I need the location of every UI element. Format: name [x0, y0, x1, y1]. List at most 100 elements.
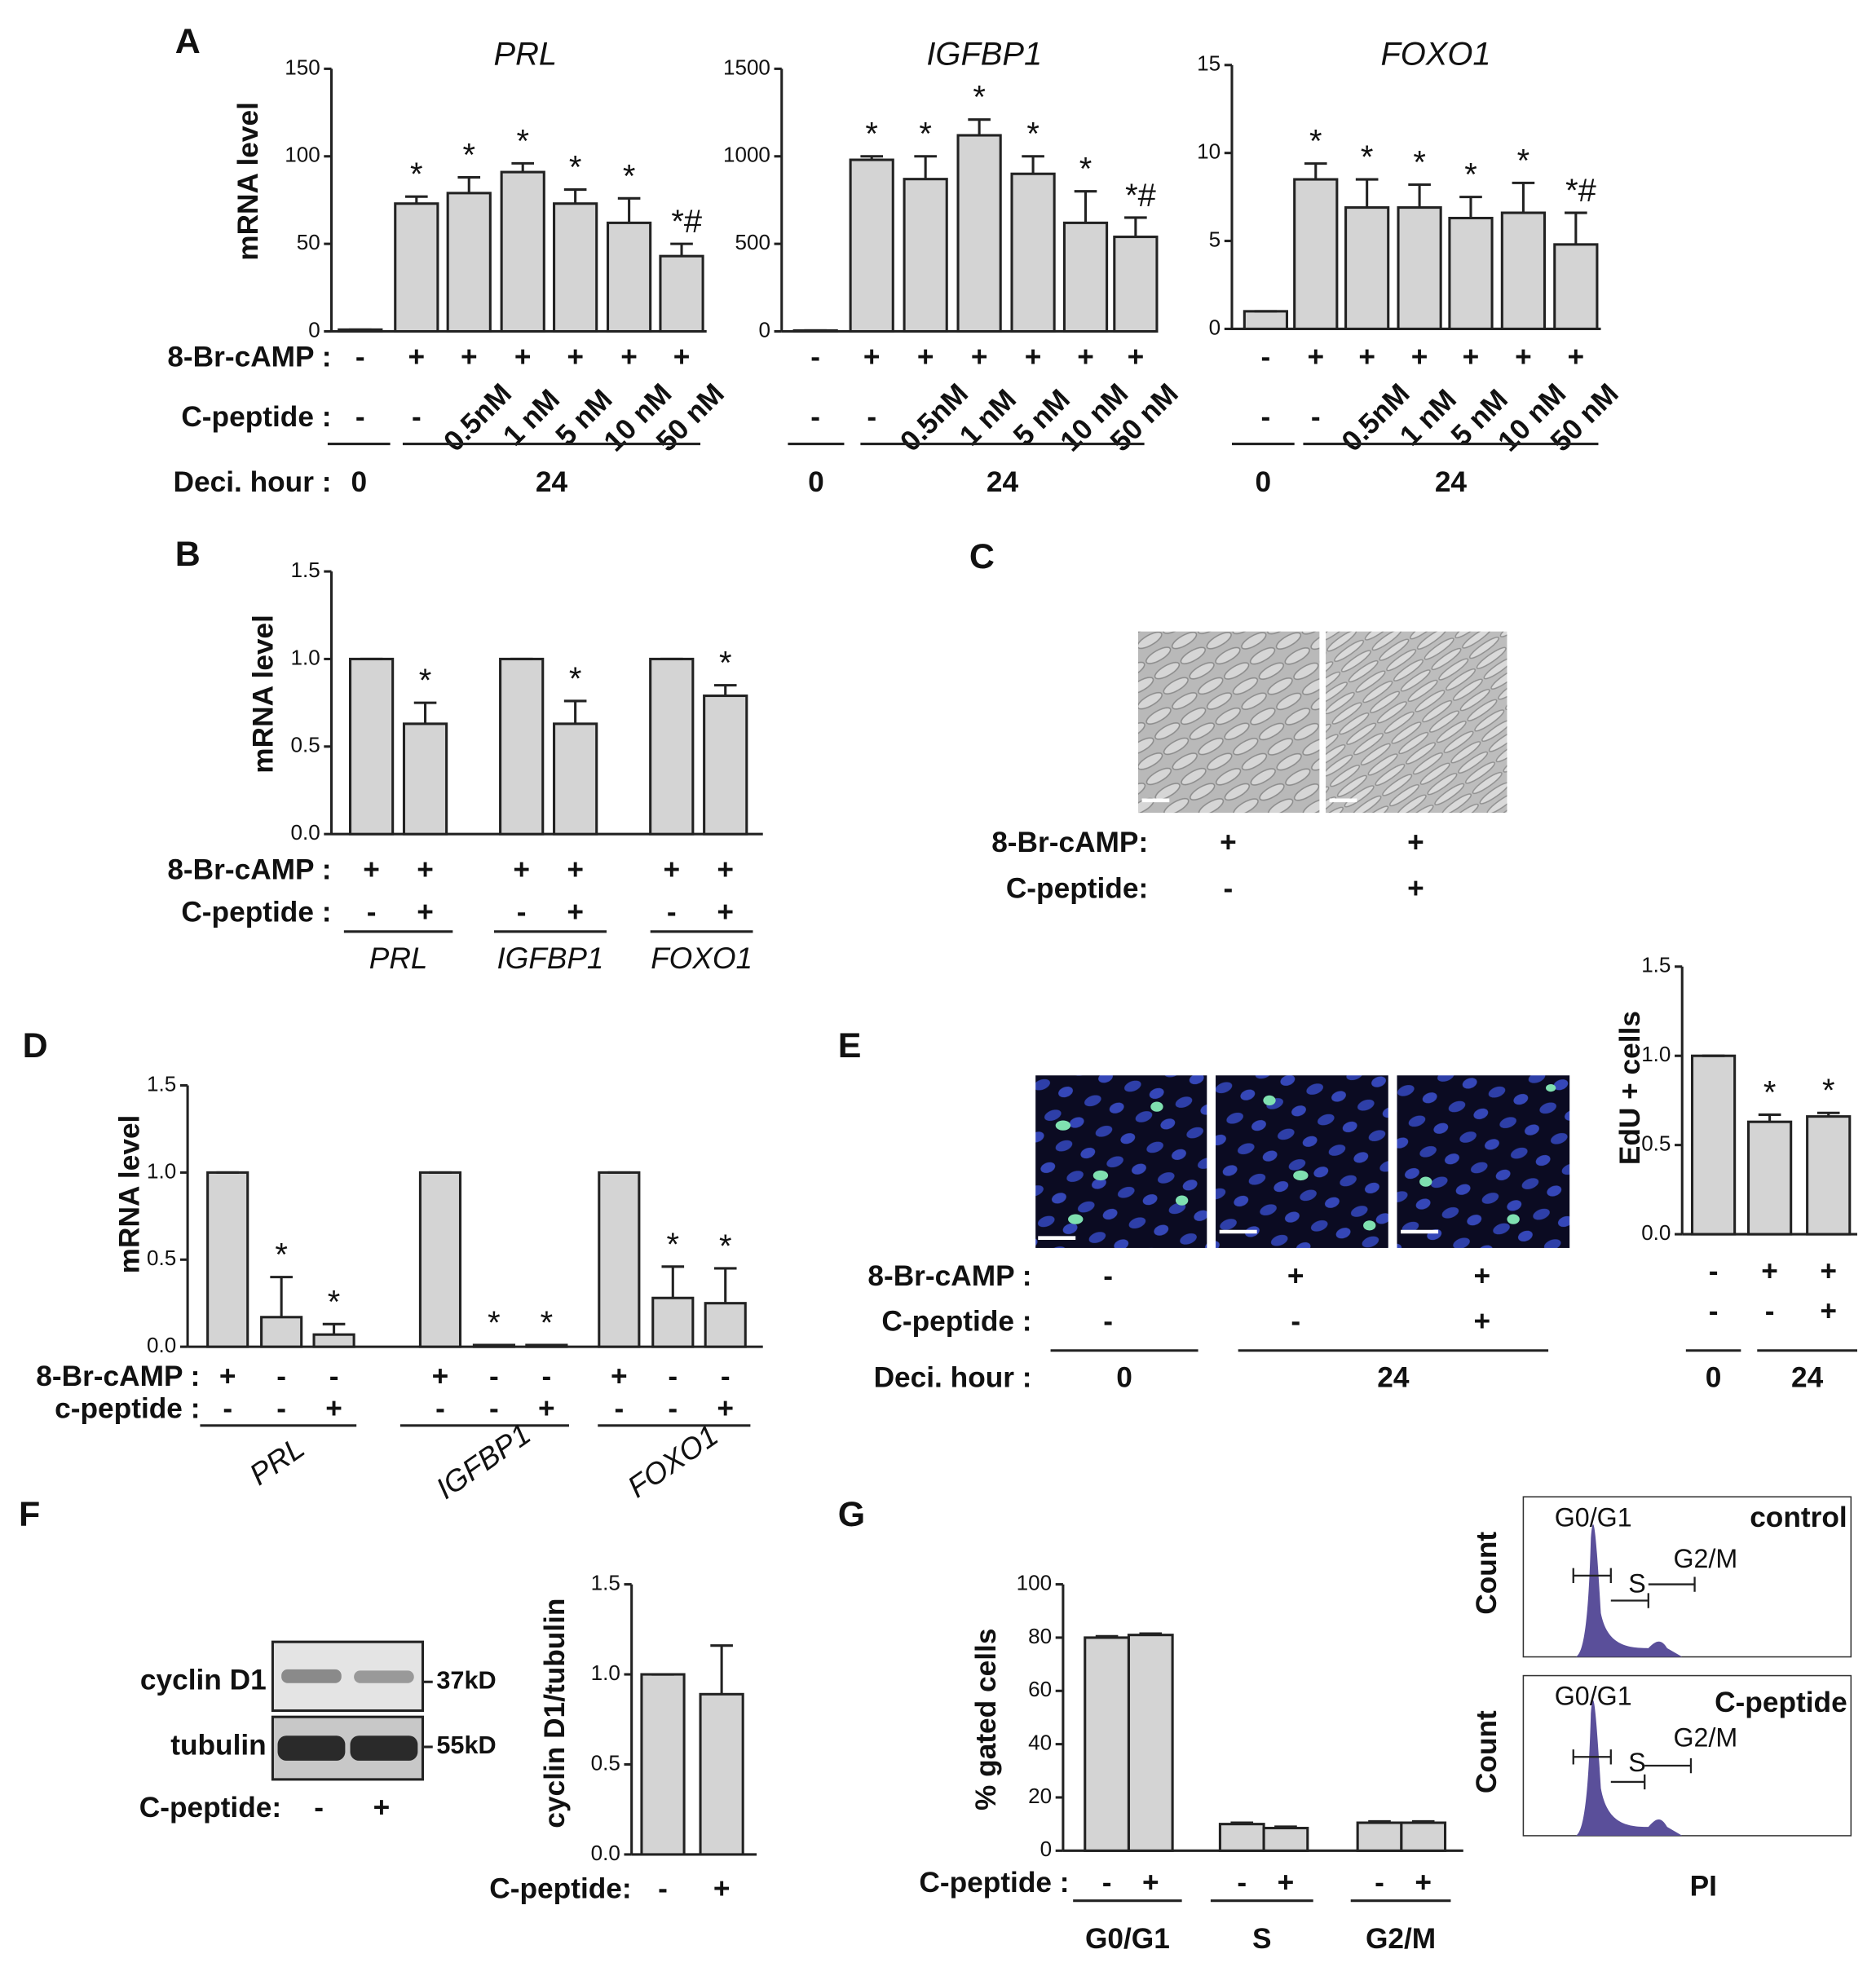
y-tick-label: 0 — [758, 317, 770, 342]
bar — [1746, 1120, 1793, 1236]
row-label: C-peptide : — [881, 1305, 1031, 1337]
row-label: c-peptide : — [55, 1393, 200, 1425]
condition-label: + — [373, 1792, 391, 1824]
bar — [418, 1171, 462, 1348]
annotation: * — [719, 646, 732, 681]
condition-label: + — [673, 342, 691, 373]
condition-label: + — [1025, 342, 1042, 373]
row-label: C-peptide: — [489, 1873, 631, 1905]
condition-label: - — [667, 897, 677, 928]
gate-label: G2/M — [1673, 1544, 1737, 1573]
band — [277, 1735, 346, 1761]
y-tick-label: 1.5 — [1641, 953, 1671, 977]
row-label: C-peptide : — [181, 401, 331, 433]
error-bar — [1230, 1821, 1254, 1824]
gate-label: S — [1628, 1569, 1645, 1599]
micrograph — [1137, 631, 1320, 814]
bar — [704, 1302, 747, 1348]
condition-label: - — [276, 1393, 286, 1425]
condition-label: + — [1415, 1867, 1432, 1899]
bar — [1084, 1636, 1130, 1852]
condition-label: - — [1709, 1255, 1719, 1287]
x-axis-label: PI — [1690, 1871, 1717, 1903]
group-label: G2/M — [1366, 1923, 1436, 1955]
band — [350, 1735, 418, 1761]
annotation: *# — [1125, 178, 1156, 214]
condition-label: + — [611, 1361, 628, 1392]
bar — [699, 1692, 744, 1856]
error-bar — [968, 118, 991, 135]
annotation: * — [1517, 143, 1530, 179]
error-bar — [1816, 1111, 1840, 1117]
condition-label: + — [567, 854, 584, 886]
error-bar — [270, 1276, 293, 1317]
group-label: FOXO1 — [651, 942, 753, 975]
bar — [1243, 310, 1289, 330]
condition-label: + — [1358, 342, 1375, 373]
bar — [649, 657, 695, 836]
error-bar — [710, 1644, 733, 1695]
condition-label: + — [1761, 1255, 1778, 1287]
annotation: * — [1361, 139, 1374, 175]
condition-label: + — [1128, 342, 1145, 373]
y-tick-label: 500 — [735, 230, 770, 254]
condition-label: - — [489, 1393, 499, 1425]
error-bar — [860, 155, 884, 161]
y-tick-label: 5 — [1209, 227, 1221, 251]
condition-label: + — [1407, 873, 1424, 905]
annotation: * — [1413, 144, 1426, 180]
panel-label: C — [969, 537, 995, 576]
y-tick-label: 1.0 — [147, 1158, 176, 1183]
error-bar — [914, 155, 937, 179]
panel-label: E — [838, 1026, 862, 1065]
condition-label: - — [355, 342, 365, 373]
panel-label: B — [175, 535, 201, 574]
condition-label: + — [717, 854, 734, 886]
y-axis-label: cyclin D1/tubulin — [539, 1599, 571, 1828]
condition-label: + — [1142, 1867, 1159, 1899]
condition-label: - — [367, 897, 377, 928]
error-bar — [1411, 1819, 1435, 1824]
condition-label: - — [721, 1361, 731, 1392]
y-tick-label: 100 — [1017, 1570, 1052, 1594]
y-tick-label: 0.0 — [290, 820, 320, 845]
y-axis-label: EdU + cells — [1614, 1011, 1646, 1165]
condition-label: - — [489, 1361, 499, 1392]
y-tick-label: 0.5 — [290, 733, 320, 757]
y-tick-label: 0.0 — [1641, 1220, 1671, 1245]
annotation: * — [569, 150, 582, 186]
condition-label: + — [971, 342, 988, 373]
group-label: PRL — [244, 1431, 311, 1492]
gate-label: S — [1628, 1748, 1645, 1777]
condition-label: - — [435, 1393, 445, 1425]
annotation: * — [1079, 152, 1092, 187]
bar — [1010, 172, 1056, 333]
condition-label: - — [1261, 342, 1271, 373]
group-label: 0 — [1116, 1361, 1132, 1393]
error-bar — [1304, 162, 1327, 180]
condition-label: - — [867, 401, 876, 433]
error-bar — [1124, 216, 1147, 237]
error-bar — [1022, 155, 1044, 174]
annotation: *# — [671, 204, 702, 240]
condition-label: - — [1709, 1295, 1719, 1327]
y-tick-label: 20 — [1028, 1784, 1052, 1808]
row-label: C-peptide : — [919, 1867, 1069, 1899]
error-bar — [1758, 1113, 1781, 1122]
error-bar — [563, 699, 587, 724]
annotation: * — [1026, 117, 1040, 152]
y-tick-label: 0 — [1209, 315, 1221, 339]
condition-label: + — [513, 854, 530, 886]
row-label: C-peptide: — [1006, 873, 1148, 905]
bar — [446, 192, 492, 333]
y-tick-label: 0 — [308, 317, 320, 342]
row-label: 8-Br-cAMP : — [36, 1361, 200, 1392]
condition-label: + — [514, 342, 532, 373]
y-axis-label: mRNA level — [113, 1115, 145, 1274]
condition-label: + — [1820, 1295, 1837, 1327]
row-label: 8-Br-cAMP: — [991, 827, 1148, 858]
y-tick-label: 1000 — [723, 143, 770, 167]
annotation: * — [973, 80, 986, 116]
y-tick-label: 60 — [1028, 1677, 1052, 1701]
condition-label: + — [461, 342, 478, 373]
